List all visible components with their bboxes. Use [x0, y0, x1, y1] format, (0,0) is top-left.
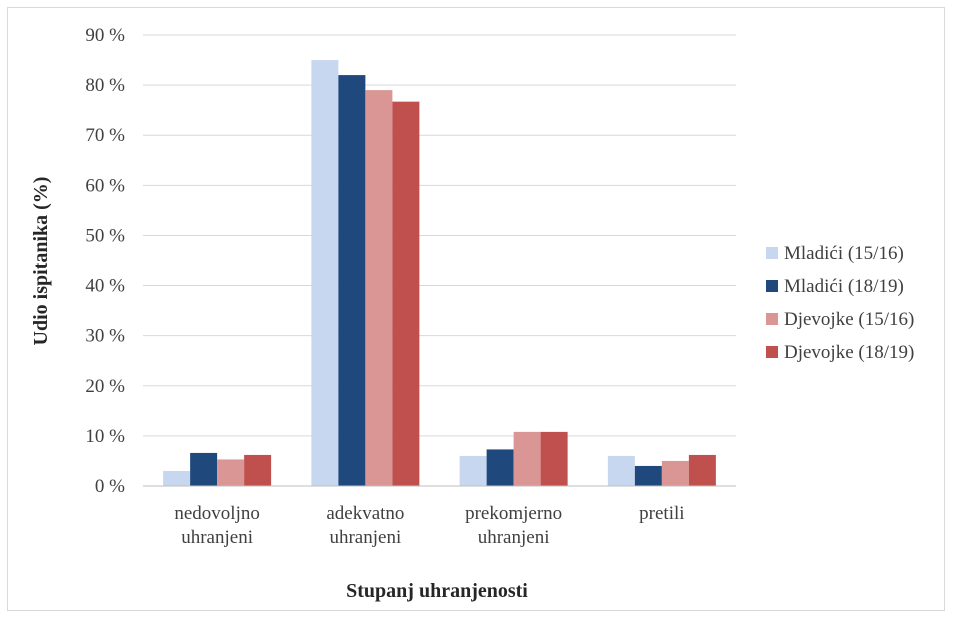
bar — [540, 431, 568, 486]
y-tick-label: 40 % — [85, 276, 125, 297]
gridlines — [143, 34, 736, 437]
bar — [661, 460, 689, 486]
bar — [459, 455, 487, 486]
bar — [338, 75, 366, 486]
bar — [392, 101, 420, 487]
legend: Mladići (15/16) Mladići (18/19) Djevojke (… — [766, 243, 914, 363]
bar — [311, 60, 339, 487]
x-tick-label: prekomjerno uhranjeni — [465, 503, 562, 548]
legend-label: Mladići (18/19) — [784, 276, 904, 297]
legend-swatch — [766, 346, 778, 358]
bar — [688, 454, 716, 486]
y-tick-label: 10 % — [85, 426, 125, 447]
bar — [634, 465, 662, 486]
bar — [217, 459, 245, 486]
bars — [163, 60, 716, 487]
bar — [163, 470, 191, 486]
y-tick-label: 30 % — [85, 326, 125, 347]
legend-label: Djevojke (18/19) — [784, 342, 914, 363]
y-tick-label: 50 % — [85, 225, 125, 246]
bar — [513, 431, 541, 486]
bar — [190, 452, 218, 486]
y-tick-label: 90 % — [85, 25, 125, 46]
legend-swatch — [766, 313, 778, 325]
x-axis-title: Stupanj uhranjenosti — [346, 580, 528, 602]
y-axis-title: Udio ispitanika (%) — [30, 177, 52, 346]
x-axis-ticks: nedovoljno uhranjeni adekvatno uhranjeni pre… — [174, 503, 684, 548]
legend-swatch — [766, 247, 778, 259]
y-tick-label: 70 % — [85, 125, 125, 146]
y-axis-ticks: 0 % 10 % 20 % 30 % 40 % 50 % 60 % 70 % 80 % 90 % — [85, 25, 125, 497]
x-tick-label: adekvatno uhranjeni — [326, 503, 404, 548]
legend-label: Djevojke (15/16) — [784, 309, 914, 330]
y-tick-label: 20 % — [85, 376, 125, 397]
y-tick-label: 0 % — [95, 476, 125, 497]
x-tick-label: pretili — [639, 503, 684, 524]
bar — [486, 449, 514, 486]
y-tick-label: 80 % — [85, 75, 125, 96]
bar — [244, 454, 272, 486]
bar — [607, 455, 635, 486]
legend-swatch — [766, 280, 778, 292]
bar — [365, 90, 393, 486]
legend-label: Mladići (15/16) — [784, 243, 904, 264]
x-tick-label: nedovoljno uhranjeni — [174, 503, 260, 548]
chart-frame — [7, 7, 945, 611]
y-tick-label: 60 % — [85, 175, 125, 196]
